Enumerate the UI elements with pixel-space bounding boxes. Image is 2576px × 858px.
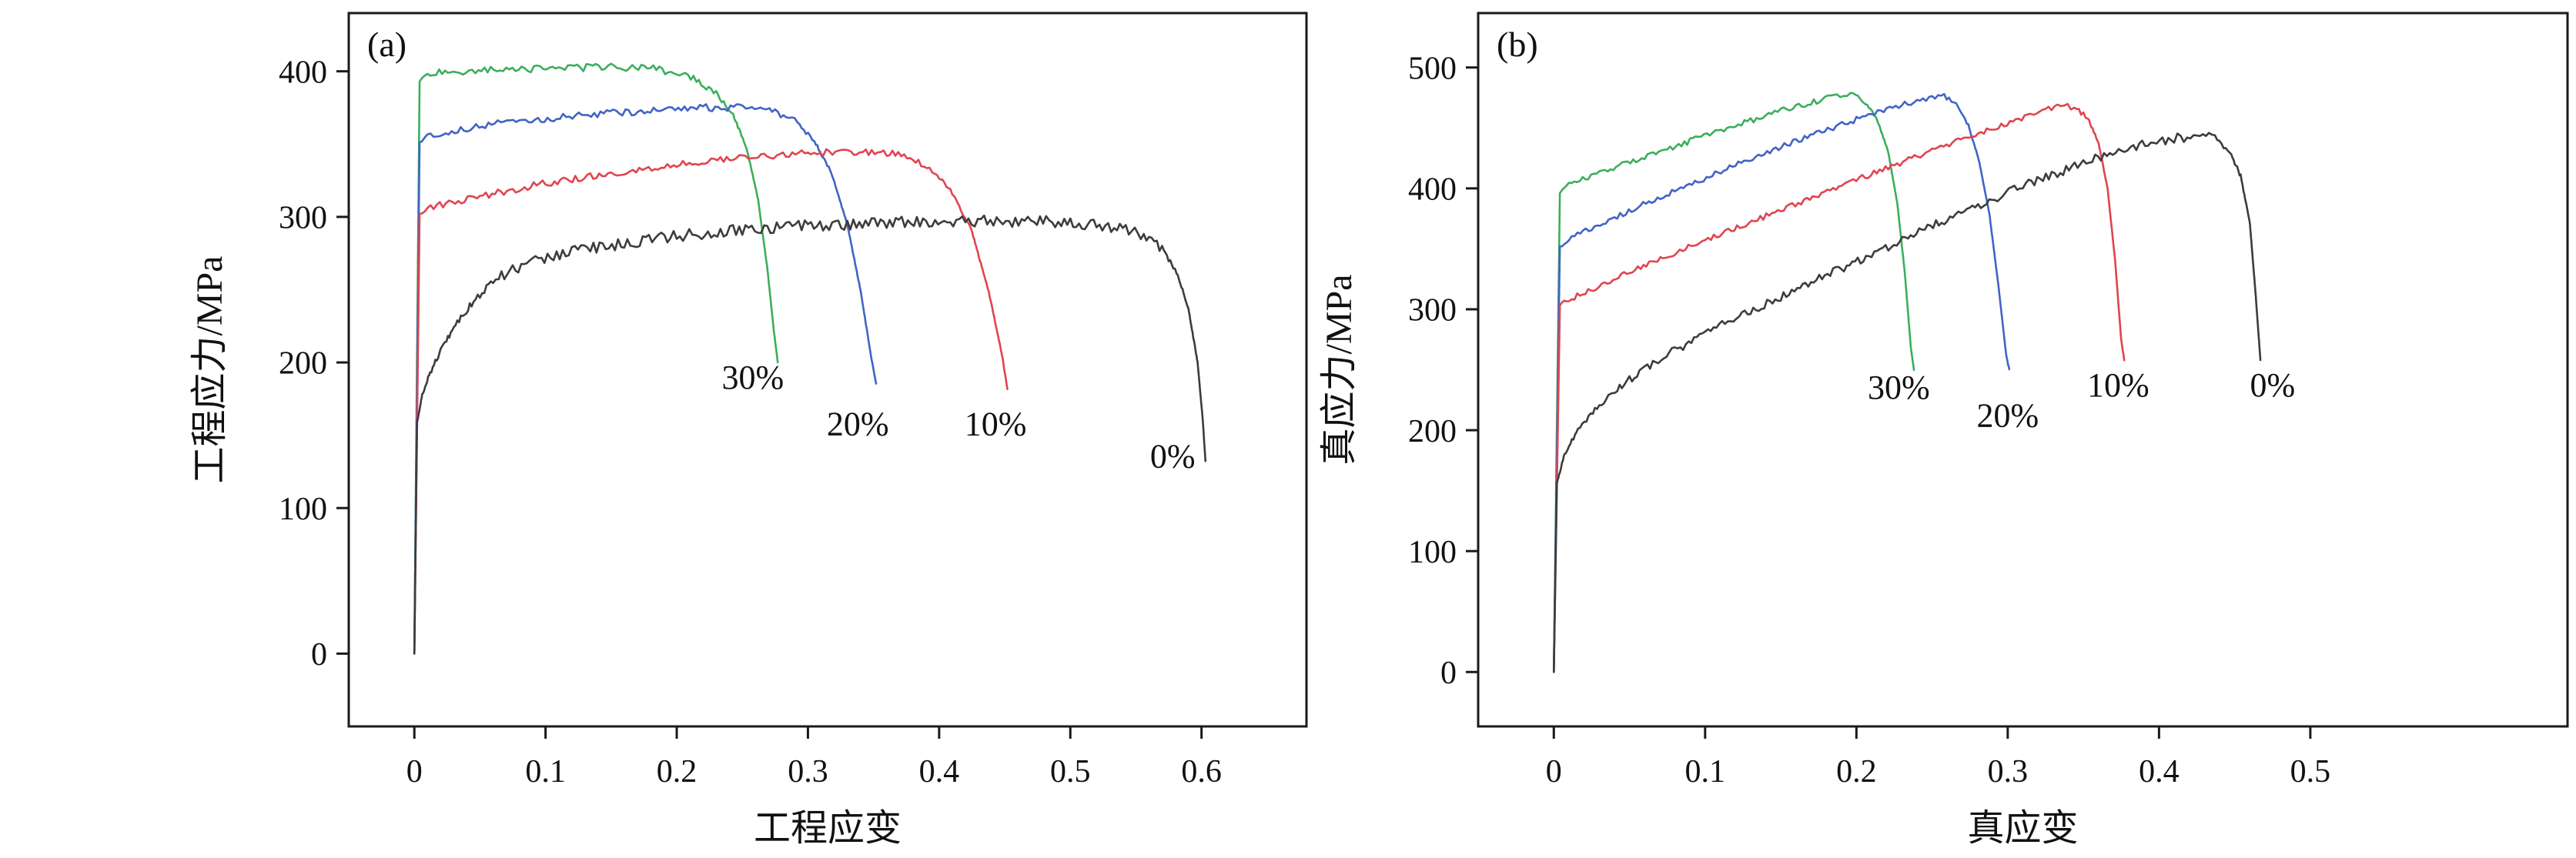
series-label-20pct: 20% (1977, 396, 2039, 434)
x-tick-label: 0 (406, 754, 423, 790)
panel-label: (b) (1497, 25, 1538, 64)
y-tick-label: 0 (1440, 656, 1457, 691)
y-tick-label: 100 (279, 492, 327, 527)
curve-10pct (1553, 102, 2126, 673)
x-tick-label: 0.2 (1836, 754, 1877, 790)
x-tick-label: 0.1 (1685, 754, 1726, 790)
x-tick-label: 0.4 (2139, 754, 2180, 790)
x-tick-label: 0 (1546, 754, 1562, 790)
x-tick-label: 0.3 (1988, 754, 2029, 790)
curve-0pct (413, 214, 1207, 655)
curve-20pct (413, 103, 878, 655)
x-tick-label: 0.5 (1050, 754, 1091, 790)
y-tick-label: 400 (279, 55, 327, 90)
curve-20pct (1553, 92, 2011, 673)
y-tick-label: 500 (1408, 51, 1457, 86)
series-label-30pct: 30% (1868, 369, 1930, 406)
plot-border (1477, 12, 2569, 728)
y-axis-label: 真应力/MPa (1319, 274, 1360, 465)
x-axis-label: 真应变 (1967, 808, 2078, 849)
y-tick-label: 200 (1408, 414, 1457, 449)
x-tick-label: 0.5 (2290, 754, 2331, 790)
x-tick-label: 0.2 (657, 754, 698, 790)
y-axis-label: 工程应力/MPa (189, 255, 230, 483)
series-label-10pct: 10% (965, 406, 1027, 443)
y-tick-label: 0 (311, 637, 327, 673)
series-label-20pct: 20% (827, 406, 889, 443)
y-tick-label: 200 (279, 346, 327, 382)
series-label-0pct: 0% (1150, 437, 1196, 475)
series-label-30pct: 30% (722, 359, 785, 396)
x-tick-label: 0.3 (788, 754, 828, 790)
x-tick-label: 0.1 (525, 754, 566, 790)
x-tick-label: 0.4 (919, 754, 960, 790)
y-tick-label: 400 (1408, 172, 1457, 208)
series-label-0pct: 0% (2250, 366, 2295, 404)
y-tick-label: 300 (279, 201, 327, 236)
series-label-10pct: 10% (2087, 366, 2149, 404)
y-tick-label: 100 (1408, 535, 1457, 570)
curve-0pct (1553, 132, 2262, 673)
plot-border (347, 12, 1308, 728)
y-tick-label: 300 (1408, 293, 1457, 329)
x-axis-label: 工程应变 (754, 808, 902, 849)
x-tick-label: 0.6 (1181, 754, 1222, 790)
panel-label: (a) (367, 25, 406, 64)
curve-30pct (1553, 92, 1915, 673)
